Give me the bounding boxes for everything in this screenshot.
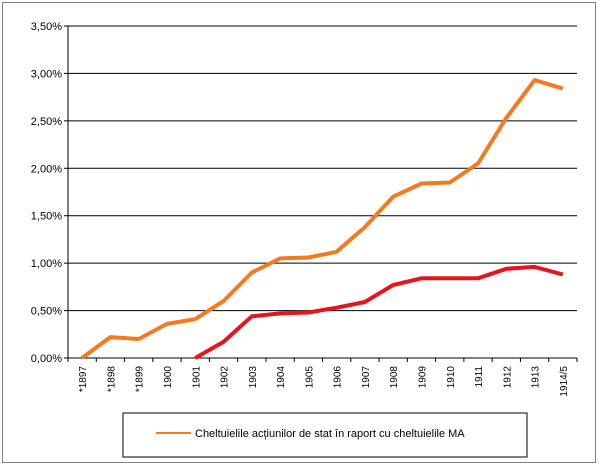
x-tick-label: 1902 [220, 366, 231, 389]
y-axis: 0,00% 0,50% 1,00% 1,50% 2,00% 2,50% 3,00% 3,50% [31, 21, 69, 365]
series-lines [80, 78, 564, 360]
x-tick-label: 1905 [304, 366, 315, 389]
y-tick-label: 1,50% [31, 211, 62, 223]
x-tick-label: *1898 [106, 366, 117, 393]
y-tick-label: 0,50% [31, 306, 62, 318]
y-tick-label: 1,00% [31, 258, 62, 270]
gridlines [68, 25, 577, 312]
legend: Cheltuielile acțiunilor de stat în rapor… [122, 412, 528, 458]
y-tick-label: 0,00% [31, 353, 62, 365]
y-tick-label: 2,50% [31, 116, 62, 128]
x-tick-label: 1909 [417, 366, 428, 389]
legend-label: Cheltuielile acțiunilor de stat în rapor… [195, 428, 465, 440]
x-tick-label: 1900 [163, 366, 174, 389]
x-tick-label: 1911 [474, 366, 485, 388]
line-chart: 0,00% 0,50% 1,00% 1,50% 2,00% 2,50% 3,00% 3,50%… [31, 21, 578, 458]
x-tick-label: 1904 [276, 366, 287, 389]
x-tick-label: 1913 [531, 366, 542, 389]
x-tick-label: *1897 [78, 366, 89, 393]
x-axis: *1897 *1898 *1899 1900 1901 1902 1903 1904 1905 1… [67, 357, 578, 397]
x-tick-label: 1906 [333, 366, 344, 389]
x-tick-label: 1901 [191, 366, 202, 389]
y-tick-label: 2,00% [31, 163, 62, 175]
chart-frame: 0,00% 0,50% 1,00% 1,50% 2,00% 2,50% 3,00% 3,50%… [2, 2, 596, 463]
x-tick-label: 1907 [361, 366, 372, 389]
y-tick-label: 3,50% [31, 21, 62, 33]
x-tick-label: 1912 [502, 366, 513, 389]
series-line-1 [80, 78, 564, 360]
y-tick-label: 3,00% [31, 68, 62, 80]
x-tick-label: 1910 [446, 366, 457, 389]
x-tick-label: 1903 [248, 366, 259, 389]
legend-box [122, 412, 528, 458]
x-tick-label: 1908 [389, 366, 400, 389]
series-line-2 [194, 264, 564, 360]
x-tick-label: *1899 [135, 366, 146, 393]
x-tick-label: 1914/5 [559, 366, 570, 397]
